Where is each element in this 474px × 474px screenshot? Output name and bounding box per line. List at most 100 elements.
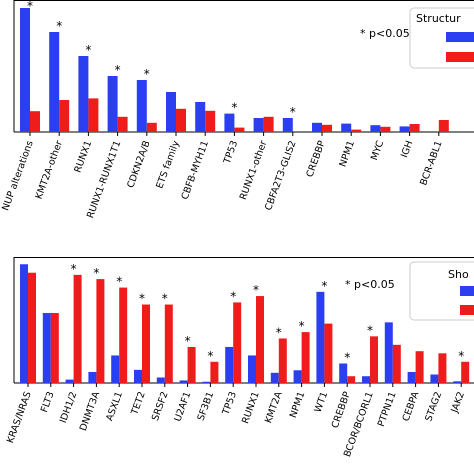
bottom-significance-star-6: *	[162, 292, 168, 306]
top-bar-red-8	[263, 116, 274, 132]
bottom-bar-red-9	[233, 302, 242, 383]
bottom-bar-blue-3	[88, 371, 97, 383]
top-bar-red-7	[234, 127, 245, 132]
bottom-significance-star-12: *	[299, 319, 305, 333]
bottom-x-tick-label-10: RUNX1	[240, 390, 262, 425]
bottom-significance-star-2: *	[71, 262, 77, 276]
top-bar-blue-8	[253, 118, 264, 132]
top-bar-blue-10	[312, 122, 322, 132]
bottom-x-tick-label-6: SRSF2	[150, 390, 171, 422]
bottom-x-tick-label-16: PTPN11	[376, 390, 399, 428]
bottom-x-tick-label-8: SF3B1	[196, 390, 217, 422]
top-significance-star-0: *	[27, 0, 33, 13]
bottom-bar-red-17	[415, 351, 424, 383]
bottom-x-tick-label-19: JAK2	[449, 390, 467, 415]
top-bar-blue-5	[166, 92, 176, 132]
top-significance-star-4: *	[144, 67, 150, 81]
top-bar-blue-6	[195, 102, 206, 132]
top-bar-blue-9	[282, 118, 293, 132]
top-bar-red-14	[438, 120, 449, 132]
top-bar-red-13	[409, 124, 420, 132]
bottom-bar-blue-13	[316, 291, 325, 383]
top-panel-significance-note: * p<0.05	[360, 27, 410, 40]
bottom-significance-star-5: *	[139, 292, 145, 306]
top-x-tick-label-1: KMT2A-other	[34, 139, 65, 201]
top-x-tick-label-12: MYC	[369, 139, 386, 162]
top-bar-red-3	[117, 116, 128, 132]
top-x-tick-label-8: RUNX1-other	[238, 139, 270, 201]
top-panel-legend: Structur	[409, 7, 474, 69]
bottom-bar-blue-8	[202, 381, 211, 383]
top-significance-star-7: *	[231, 101, 237, 115]
bottom-bar-blue-11	[270, 372, 279, 383]
top-bar-red-2	[88, 98, 99, 132]
bottom-significance-star-19: *	[458, 349, 464, 363]
bottom-x-tick-label-9: TP53	[220, 390, 239, 417]
top-bar-blue-2	[78, 56, 89, 132]
bottom-legend-title: Sho	[448, 268, 469, 281]
top-significance-star-3: *	[115, 63, 121, 77]
top-bar-blue-11	[341, 123, 352, 132]
bottom-bar-blue-5	[134, 369, 142, 383]
bottom-bar-red-13	[324, 323, 333, 383]
bottom-x-tick-label-18: STAG2	[423, 390, 444, 423]
top-x-tick-label-13: IGH	[399, 139, 415, 159]
bottom-significance-star-13: *	[321, 279, 327, 293]
top-significance-star-1: *	[56, 19, 62, 33]
top-legend-swatch-blue	[446, 32, 474, 42]
top-x-tick-label-4: CDKN2A/B	[125, 139, 152, 189]
bottom-bar-blue-15	[362, 376, 370, 383]
top-legend-title: Structur	[416, 12, 461, 25]
bottom-legend-box	[409, 261, 474, 321]
top-x-tick-label-0: NUP alterations	[0, 139, 36, 212]
bottom-x-tick-label-17: CEBPA	[401, 390, 422, 423]
bottom-bar-red-15	[370, 336, 378, 383]
top-bar-blue-12	[370, 125, 381, 132]
bottom-bar-red-8	[210, 361, 219, 383]
bottom-bar-red-6	[164, 304, 173, 383]
bottom-x-tick-label-14: CREBBP	[330, 390, 353, 430]
top-bar-blue-0	[20, 8, 30, 132]
bottom-bar-blue-7	[179, 380, 188, 383]
top-bar-red-11	[351, 129, 362, 132]
bottom-bar-red-19	[461, 361, 470, 383]
bottom-significance-star-8: *	[207, 349, 213, 363]
top-bar-red-6	[205, 110, 216, 132]
bottom-panel-significance-note: * p<0.05	[345, 278, 395, 291]
top-x-tick-label-5: ETS family	[154, 139, 182, 190]
bottom-significance-star-10: *	[253, 283, 259, 297]
top-bar-blue-13	[399, 126, 410, 132]
bottom-x-tick-label-5: TET2	[129, 390, 148, 417]
bottom-significance-star-11: *	[276, 325, 282, 339]
top-x-tick-label-6: CBFB-MYH11	[180, 139, 211, 201]
top-x-tick-label-10: CREBBP	[304, 139, 327, 179]
bottom-bar-red-1	[50, 313, 59, 383]
top-x-tick-label-11: NPM1	[337, 139, 357, 168]
bottom-bar-blue-14	[339, 363, 348, 383]
bottom-bar-red-0	[28, 272, 36, 383]
top-bar-blue-7	[224, 113, 235, 132]
bottom-x-tick-label-7: U2AF1	[172, 390, 193, 423]
bottom-x-tick-label-2: IDH1/2	[58, 390, 79, 424]
top-bar-red-1	[59, 100, 70, 132]
top-significance-star-2: *	[85, 43, 91, 57]
bottom-bar-red-7	[187, 346, 196, 383]
bottom-legend-swatch-blue	[460, 286, 474, 296]
top-bar-red-10	[322, 124, 332, 132]
bottom-bar-red-4	[119, 287, 128, 383]
top-bar-blue-1	[49, 32, 60, 132]
top-bar-blue-4	[136, 80, 147, 132]
top-significance-star-9: *	[290, 105, 296, 119]
bottom-legend-swatch-red	[460, 305, 474, 315]
bottom-bar-blue-10	[248, 355, 256, 383]
bottom-bar-red-12	[301, 332, 310, 383]
bottom-significance-star-4: *	[116, 275, 122, 289]
bottom-bar-blue-4	[111, 355, 120, 383]
bottom-bar-red-3	[96, 279, 105, 383]
bottom-bar-blue-17	[407, 371, 416, 383]
bottom-x-tick-label-3: DNMT3A	[78, 390, 103, 433]
top-bar-red-5	[176, 108, 186, 132]
bottom-significance-star-15: *	[367, 323, 373, 337]
top-x-tick-label-7: TP53	[221, 139, 240, 166]
